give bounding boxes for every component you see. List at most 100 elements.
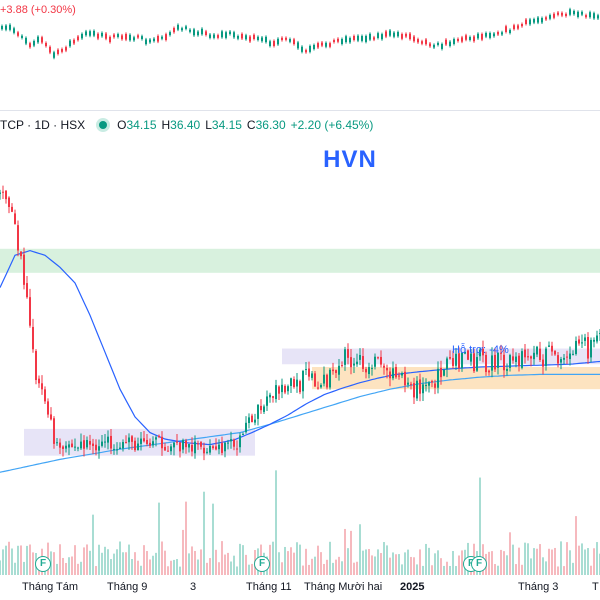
index-candle: [217, 35, 219, 38]
price-candle: [518, 355, 520, 367]
index-candle: [237, 36, 239, 39]
volume-bar: [521, 564, 523, 575]
price-candle: [587, 337, 589, 359]
volume-bar: [59, 544, 61, 575]
index-candle: [497, 32, 499, 35]
price-candle: [113, 448, 115, 450]
price-chart[interactable]: Hỗ trợ: -4%: [0, 160, 600, 578]
volume-bar: [146, 551, 148, 575]
price-candle: [227, 442, 229, 444]
price-candle: [107, 436, 109, 443]
volume-bar: [197, 559, 199, 575]
index-candle: [213, 34, 215, 38]
volume-bar: [443, 565, 445, 575]
index-candle: [481, 33, 483, 40]
volume-bar: [200, 549, 202, 575]
support-annotation-label: Hỗ trợ: -4%: [452, 343, 509, 356]
volume-bar: [95, 566, 97, 575]
index-candle: [509, 29, 511, 34]
time-axis[interactable]: Tháng Tám Tháng 9 3 Tháng 11 Tháng Mười hai 2…: [0, 578, 600, 598]
price-candle: [524, 349, 526, 358]
volume-bar: [26, 545, 28, 575]
volume-bar: [215, 549, 217, 575]
volume-bar: [110, 559, 112, 575]
index-candle: [525, 19, 527, 25]
change-value: +2.20 (+6.45%): [290, 118, 374, 132]
time-axis-label: Tháng 3: [518, 581, 559, 593]
price-candle: [131, 436, 133, 442]
index-candle: [49, 46, 51, 53]
price-candle: [236, 448, 238, 450]
price-candle: [371, 367, 373, 369]
price-candle: [572, 353, 574, 355]
price-candle: [137, 443, 139, 451]
volume-bar: [302, 565, 304, 575]
price-candle: [152, 441, 154, 446]
volume-bar: [356, 561, 358, 575]
index-candle: [577, 11, 579, 18]
index-candle: [477, 33, 479, 39]
volume-bar: [227, 552, 229, 575]
index-candle: [9, 24, 11, 30]
index-mini-chart[interactable]: +3.88 (+0.30%): [0, 0, 600, 110]
volume-bar: [188, 553, 190, 575]
volume-bar: [5, 545, 7, 575]
price-candle: [293, 379, 295, 388]
price-candle: [125, 441, 127, 443]
volume-bar: [560, 541, 562, 575]
price-candle: [467, 350, 469, 360]
index-candle: [89, 31, 91, 36]
volume-bar: [191, 546, 193, 575]
volume-bar: [62, 557, 64, 575]
financial-event-marker-icon[interactable]: F: [471, 556, 487, 572]
index-candle: [365, 35, 367, 42]
index-candle: [505, 26, 507, 32]
volume-bar: [563, 566, 565, 575]
index-candle: [557, 12, 559, 15]
price-candle: [263, 406, 265, 412]
index-candle: [257, 36, 259, 40]
index-candle: [469, 37, 471, 40]
financial-event-marker-icon[interactable]: F: [254, 556, 270, 572]
price-candle: [14, 213, 16, 224]
index-candle: [317, 43, 319, 48]
volume-bar: [152, 555, 154, 575]
volume-bar: [341, 561, 343, 575]
volume-bar: [203, 491, 205, 575]
price-candle: [173, 442, 175, 448]
price-candle: [269, 394, 271, 398]
index-candle: [433, 44, 435, 48]
price-candle: [527, 356, 529, 358]
price-candle: [578, 339, 580, 344]
price-candle: [491, 355, 493, 371]
volume-bar: [98, 544, 100, 575]
price-candle: [575, 340, 577, 355]
index-candle: [45, 42, 47, 47]
resistance-zone: [0, 248, 600, 273]
price-candle: [416, 380, 418, 399]
index-candle: [405, 33, 407, 37]
index-candle: [533, 19, 535, 23]
volume-bar: [311, 558, 313, 575]
price-candle: [425, 385, 427, 387]
index-candle: [341, 38, 343, 45]
symbol-legend[interactable]: TCP · 1D · HSX O 34.15 H 36.40 L 34.15 C 36.…: [0, 116, 378, 134]
price-candle: [338, 365, 340, 375]
index-candle: [409, 33, 411, 40]
price-candle: [35, 350, 37, 381]
price-candle: [140, 438, 142, 444]
volume-bar: [107, 549, 109, 575]
index-candle: [513, 25, 515, 30]
index-candle: [549, 15, 551, 19]
volume-bar: [353, 562, 355, 575]
symbol-label[interactable]: TCP · 1D · HSX: [0, 118, 86, 132]
market-status-icon: [99, 121, 108, 129]
index-candle: [133, 37, 135, 41]
index-candle: [41, 37, 43, 43]
financial-event-marker-icon[interactable]: F: [35, 556, 51, 572]
volume-bar: [299, 544, 301, 575]
index-candle: [61, 49, 63, 52]
price-candle: [251, 415, 253, 423]
volume-bar: [458, 555, 460, 575]
index-candle: [201, 28, 203, 35]
